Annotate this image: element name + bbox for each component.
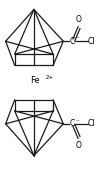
- Text: C: C: [69, 119, 74, 128]
- Text: O: O: [75, 141, 81, 150]
- Text: Cl: Cl: [87, 37, 95, 46]
- Text: ⁻: ⁻: [75, 119, 79, 125]
- Text: 2+: 2+: [45, 75, 54, 80]
- Text: O: O: [75, 15, 81, 24]
- Text: C: C: [69, 37, 74, 46]
- Text: Fe: Fe: [29, 76, 39, 85]
- Text: ⁻: ⁻: [75, 37, 79, 42]
- Text: Cl: Cl: [87, 119, 95, 128]
